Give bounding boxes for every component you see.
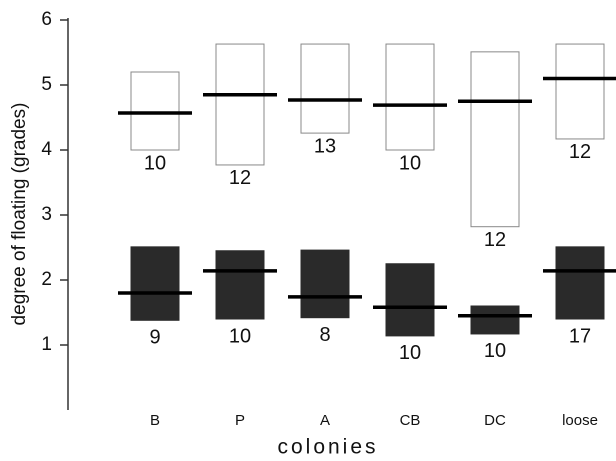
y-tick-label: 6: [41, 9, 52, 30]
count-label: 10: [399, 342, 421, 364]
bar: [130, 71, 180, 151]
bar: [130, 246, 180, 321]
count-label: 10: [399, 152, 421, 174]
count-label: 10: [484, 340, 506, 362]
x-tick-label: loose: [562, 412, 598, 429]
y-tick-label: 1: [41, 334, 52, 355]
bar: [470, 305, 520, 335]
x-tick-label: A: [320, 412, 330, 429]
bar: [470, 51, 520, 228]
bar: [300, 43, 350, 134]
count-label: 9: [149, 327, 160, 349]
bar: [385, 263, 435, 337]
bar: [555, 43, 605, 140]
count-label: 8: [319, 324, 330, 346]
x-tick-label: B: [150, 412, 160, 429]
bar: [555, 246, 605, 320]
x-axis-title: colonies: [277, 436, 378, 459]
y-tick-label: 3: [41, 204, 52, 225]
y-tick-label: 2: [41, 269, 52, 290]
x-tick-label: DC: [484, 412, 506, 429]
count-label: 10: [144, 152, 166, 174]
bar: [215, 250, 265, 320]
y-tick-label: 5: [41, 74, 52, 95]
x-tick-label: P: [235, 412, 245, 429]
count-label: 13: [314, 135, 336, 157]
bar: [385, 43, 435, 151]
y-tick-label: 4: [41, 139, 52, 160]
count-label: 10: [229, 325, 251, 347]
y-axis-title: degree of floating (grades): [9, 103, 30, 326]
count-label: 12: [229, 167, 251, 189]
bar: [300, 249, 350, 319]
bar: [215, 43, 265, 166]
count-label: 12: [569, 141, 591, 163]
count-label: 17: [569, 325, 591, 347]
count-label: 12: [484, 229, 506, 251]
x-tick-label: CB: [400, 412, 421, 429]
